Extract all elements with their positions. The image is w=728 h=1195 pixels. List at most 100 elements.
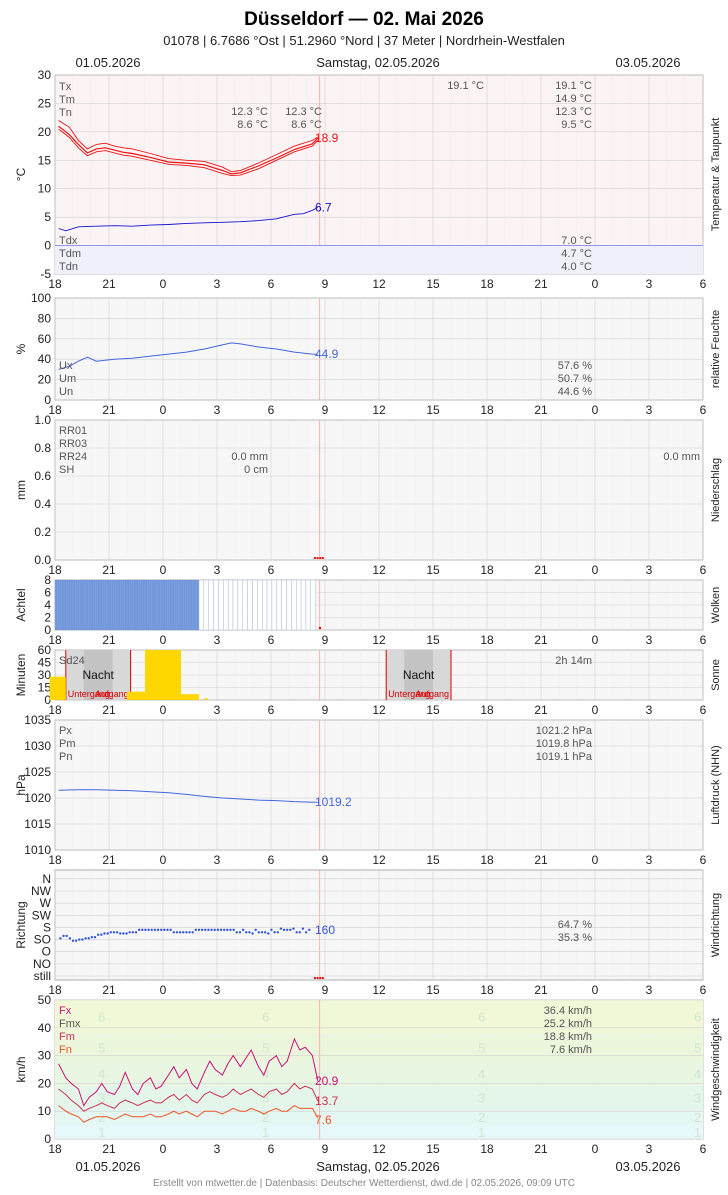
wind_direction-xtick-label: 18 [48, 983, 62, 997]
temperature-tomorrow-tx: 19.1 °C [555, 80, 592, 92]
wind-dir-point [308, 928, 311, 932]
cloud-bar [81, 579, 85, 631]
temperature-yesterday-tn: 8.6 °C [237, 119, 268, 131]
wind-dir-point [204, 928, 207, 932]
wind-dir-calm-dot [321, 976, 324, 980]
beaufort-label: 3 [262, 1090, 269, 1105]
dew-legend-tdn: Tdn [59, 261, 78, 273]
wind-speed-series-fn [58, 1105, 319, 1123]
wind-speed-current-fm: 13.7 [315, 1094, 339, 1108]
wind_direction-xtick-label: 18 [480, 983, 494, 997]
pressure-xtick-label: 12 [372, 853, 386, 867]
wind_speed-xtick-label: 0 [592, 1142, 599, 1156]
temperature-xtick-label: 6 [700, 277, 707, 291]
clouds-ytick-label: 6 [44, 586, 51, 600]
humidity-ytick-label: 0 [44, 393, 51, 407]
cloud-bar [63, 579, 67, 631]
wind_direction-side-label: Windrichtung [710, 893, 722, 957]
precipitation-ytick-label: 0.8 [34, 441, 51, 455]
wind-dir-point [267, 932, 270, 935]
pressure-ytick-label: 1010 [24, 843, 51, 857]
wind-speed-legend-fmx: Fmx [59, 1018, 81, 1030]
cloud-bar [90, 579, 94, 631]
wind_speed-ylabel: km/h [14, 1056, 28, 1082]
wind_speed-xtick-label: 3 [214, 1142, 221, 1156]
sun-xtick-label: 6 [268, 703, 275, 717]
cloud-bar [155, 579, 158, 631]
wind-dir-point [207, 928, 210, 932]
temperature-tomorrow-tn: 12.3 °C [555, 106, 592, 118]
wind-dir-point [295, 931, 298, 934]
wind-dir-point [273, 931, 276, 934]
wind-dir-point [125, 932, 128, 935]
precipitation-xtick-label: 3 [646, 563, 653, 577]
sun-bar [145, 650, 181, 700]
cloud-bar [191, 579, 194, 631]
beaufort-band [55, 1033, 703, 1062]
clouds-ytick-label: 0 [44, 623, 51, 637]
cloud-bar [67, 579, 70, 631]
wind-dir-point [301, 927, 305, 930]
cloud-bar [161, 579, 164, 631]
footer-credit: Erstellt von mtwetter.de | Datenbasis: D… [153, 1178, 575, 1189]
humidity-xtick-label: 3 [214, 403, 221, 417]
beaufort-label: 6 [262, 1010, 269, 1025]
beaufort-label: 3 [98, 1090, 105, 1105]
beaufort-label: 5 [694, 1040, 701, 1055]
wind_speed-xtick-label: 15 [426, 1142, 440, 1156]
cloud-bar [108, 579, 112, 631]
temperature-series-td [58, 207, 319, 232]
sun-xtick-label: 18 [48, 703, 62, 717]
temperature-ylabel: °C [14, 167, 28, 181]
temperature-xtick-label: 18 [48, 277, 62, 291]
sun-side-label: Sonne [710, 659, 722, 691]
wind-dir-point [270, 928, 273, 932]
pressure-side-label: Luftdruck (NHN) [710, 745, 722, 824]
wind-dir-point [59, 937, 62, 940]
date-center-bottom: Samstag, 02.05.2026 [316, 1159, 440, 1174]
pressure-ytick-label: 1020 [24, 791, 51, 805]
sun-bar [181, 694, 199, 700]
temperature-ytick-label: 30 [38, 68, 52, 82]
sun-night-core [404, 650, 433, 700]
clouds-xtick-label: 18 [480, 633, 494, 647]
precipitation-xtick-label: 15 [426, 563, 440, 577]
cloud-bar [179, 579, 182, 631]
temperature-ytick-label: 25 [38, 96, 52, 110]
humidity-series [58, 342, 318, 370]
cloud-bar [135, 579, 139, 631]
cloud-bar [170, 579, 173, 631]
wind-dir-point [238, 931, 242, 934]
precipitation-xtick-label: 9 [322, 563, 329, 577]
cloud-bar [146, 579, 149, 631]
cloud-bar-light [271, 579, 277, 631]
cloud-bar [72, 579, 76, 631]
temperature-series-tn [58, 128, 319, 177]
cloud-bar-light [296, 579, 302, 631]
temperature-ytick-label: -5 [40, 267, 51, 281]
cloud-bar-light [266, 579, 273, 631]
sun-xtick-label: 12 [372, 703, 386, 717]
humidity-xtick-label: 0 [160, 403, 167, 417]
date-left-bottom: 01.05.2026 [75, 1159, 140, 1174]
beaufort-label: 3 [694, 1090, 701, 1105]
date-right-bottom: 03.05.2026 [615, 1159, 680, 1174]
precipitation-ytick-label: 0.4 [34, 497, 51, 511]
temperature-yesterday-tx: 12.3 °C [231, 106, 268, 118]
pressure-ytick-label: 1030 [24, 739, 51, 753]
wind-dir-point [169, 928, 172, 932]
sun-ytick-label: 15 [38, 681, 52, 695]
temperature-ytick-label: 5 [44, 210, 51, 224]
cloud-bar-light [281, 579, 287, 631]
beaufort-band [55, 1000, 703, 1034]
cloud-bar-light [203, 579, 209, 631]
wind-speed-stat-fn: 7.6 km/h [550, 1044, 592, 1056]
wind_speed-xtick-label: 21 [102, 1142, 116, 1156]
wind-dir-ytick-label: W [40, 896, 52, 910]
wind_direction-ylabel: Richtung [14, 901, 28, 948]
clouds-ylabel: Achtel [14, 588, 28, 621]
cloud-bar [134, 579, 137, 631]
precip-dot [319, 556, 322, 560]
wind-dir-point [141, 928, 144, 932]
cloud-bar [143, 579, 146, 631]
